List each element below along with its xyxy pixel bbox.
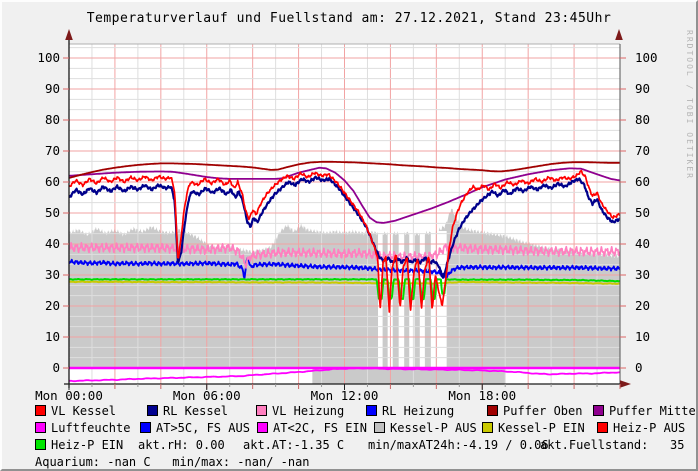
x-tick-label: Mon 12:00 — [311, 388, 379, 403]
y-axis-arrow-right — [615, 29, 623, 40]
legend-item: Heiz-P AUS — [597, 422, 685, 435]
y-tick-label-left: 90 — [45, 81, 60, 96]
y-tick-label-right: 60 — [635, 174, 650, 189]
line-kessel-p-ein — [69, 280, 620, 285]
legend-item: Puffer Oben — [487, 405, 582, 418]
legend-item: RL Kessel — [147, 405, 228, 418]
line-puffer-mitte — [69, 166, 620, 224]
legend-swatch — [257, 422, 268, 433]
x-axis-arrow — [620, 380, 631, 388]
legend-label: VL Heizung — [272, 404, 345, 418]
y-tick-label-right: 90 — [635, 81, 650, 96]
legend-item: AT<2C, FS EIN — [257, 422, 367, 435]
legend-label: AT>5C, FS AUS — [156, 421, 250, 435]
legend-swatch — [374, 422, 385, 433]
legend-status-text: akt.AT:-1.35 C — [243, 439, 344, 452]
legend-label: akt.Fuellstand: 35 — [540, 438, 685, 452]
legend-label: Heiz-P EIN — [51, 438, 124, 452]
y-tick-label-left: 30 — [45, 267, 60, 282]
y-tick-label-right: 80 — [635, 112, 650, 127]
y-tick-label-left: 10 — [45, 329, 60, 344]
legend-status-text: Aquarium: -nan C min/max: -nan/ -nan — [35, 456, 310, 469]
y-tick-label-right: 0 — [635, 360, 643, 375]
y-tick-label-left: 40 — [45, 236, 60, 251]
legend-item: Heiz-P EIN — [35, 439, 123, 452]
rrdtool-watermark: RRDTOOL / TOBI OETIKER — [685, 30, 694, 180]
legend-item: Kessel-P AUS — [374, 422, 477, 435]
grid — [69, 44, 620, 384]
y-tick-label-left: 20 — [45, 298, 60, 313]
y-tick-label-right: 70 — [635, 143, 650, 158]
legend-item: Kessel-P EIN — [482, 422, 585, 435]
legend-label: Luftfeuchte — [51, 421, 131, 435]
legend-item: Puffer Mitte — [593, 405, 696, 418]
legend-label: AT<2C, FS EIN — [273, 421, 367, 435]
legend-swatch — [35, 422, 46, 433]
y-tick-label-right: 50 — [635, 205, 650, 220]
legend-swatch — [35, 439, 46, 450]
line-rl-kessel — [69, 175, 620, 279]
y-tick-label-left: 100 — [37, 50, 60, 65]
series-lines — [69, 160, 620, 383]
legend-swatch — [366, 405, 377, 416]
legend-label: Heiz-P AUS — [613, 421, 686, 435]
legend-item: AT>5C, FS AUS — [140, 422, 250, 435]
y-tick-label-left: 70 — [45, 143, 60, 158]
y-tick-label-right: 40 — [635, 236, 650, 251]
legend-label: akt.rH: 0.00 — [138, 438, 225, 452]
legend-item: Luftfeuchte — [35, 422, 130, 435]
legend-label: Kessel-P AUS — [390, 421, 477, 435]
line-vl-heizung — [69, 241, 620, 269]
y-tick-label-left: 50 — [45, 205, 60, 220]
x-tick-label: Mon 18:00 — [448, 388, 516, 403]
legend-label: VL Kessel — [51, 404, 117, 418]
legend-status-text: min/maxAT24h:-4.19 / 0.06 — [368, 439, 549, 452]
legend-label: Puffer Mitte — [609, 404, 696, 418]
y-tick-label-left: 80 — [45, 112, 60, 127]
line-vl-kessel — [69, 169, 620, 313]
legend-swatch — [35, 405, 46, 416]
y-tick-label-right: 20 — [635, 298, 650, 313]
line-puffer-oben — [69, 160, 620, 179]
legend-label: Kessel-P EIN — [498, 421, 585, 435]
legend-label: RL Heizung — [382, 404, 455, 418]
legend-item: VL Kessel — [35, 405, 116, 418]
legend-swatch — [147, 405, 158, 416]
legend-label: min/maxAT24h:-4.19 / 0.06 — [368, 438, 549, 452]
line-rl-heizung — [69, 256, 620, 280]
legend-status-text: akt.rH: 0.00 — [138, 439, 225, 452]
legend-swatch — [140, 422, 151, 433]
line-heiz-p-ein — [69, 278, 620, 301]
area-gap — [437, 230, 447, 368]
axes: 0 0 10 10 20 20 30 30 40 40 50 50 60 60 70 70 80 80 90 90 10… — [35, 29, 658, 403]
legend-item: RL Heizung — [366, 405, 454, 418]
y-axis-unit-label: C — [0, 205, 1, 212]
legend-label: Aquarium: -nan C min/max: -nan/ -nan — [35, 455, 310, 469]
x-tick-label: Mon 00:00 — [35, 388, 103, 403]
x-tick-label: Mon 06:00 — [173, 388, 241, 403]
y-tick-label-right: 30 — [635, 267, 650, 282]
legend-label: RL Kessel — [163, 404, 229, 418]
y-tick-label-left: 60 — [45, 174, 60, 189]
chart-title: Temperaturverlauf und Fuellstand am: 27.… — [86, 11, 612, 26]
legend-swatch — [482, 422, 493, 433]
area-below-zero — [312, 368, 506, 384]
legend-label: Puffer Oben — [503, 404, 583, 418]
legend-item: VL Heizung — [256, 405, 344, 418]
y-tick-label-right: 100 — [635, 50, 658, 65]
legend-label: akt.AT:-1.35 C — [243, 438, 345, 452]
y-tick-label-right: 10 — [635, 329, 650, 344]
legend-swatch — [597, 422, 608, 433]
y-tick-label-left: 0 — [52, 360, 60, 375]
legend-swatch — [593, 405, 604, 416]
y-axis-arrow — [65, 29, 73, 40]
legend-swatch — [487, 405, 498, 416]
legend-swatch — [256, 405, 267, 416]
legend-status-text: akt.Fuellstand: 35 — [540, 439, 685, 452]
